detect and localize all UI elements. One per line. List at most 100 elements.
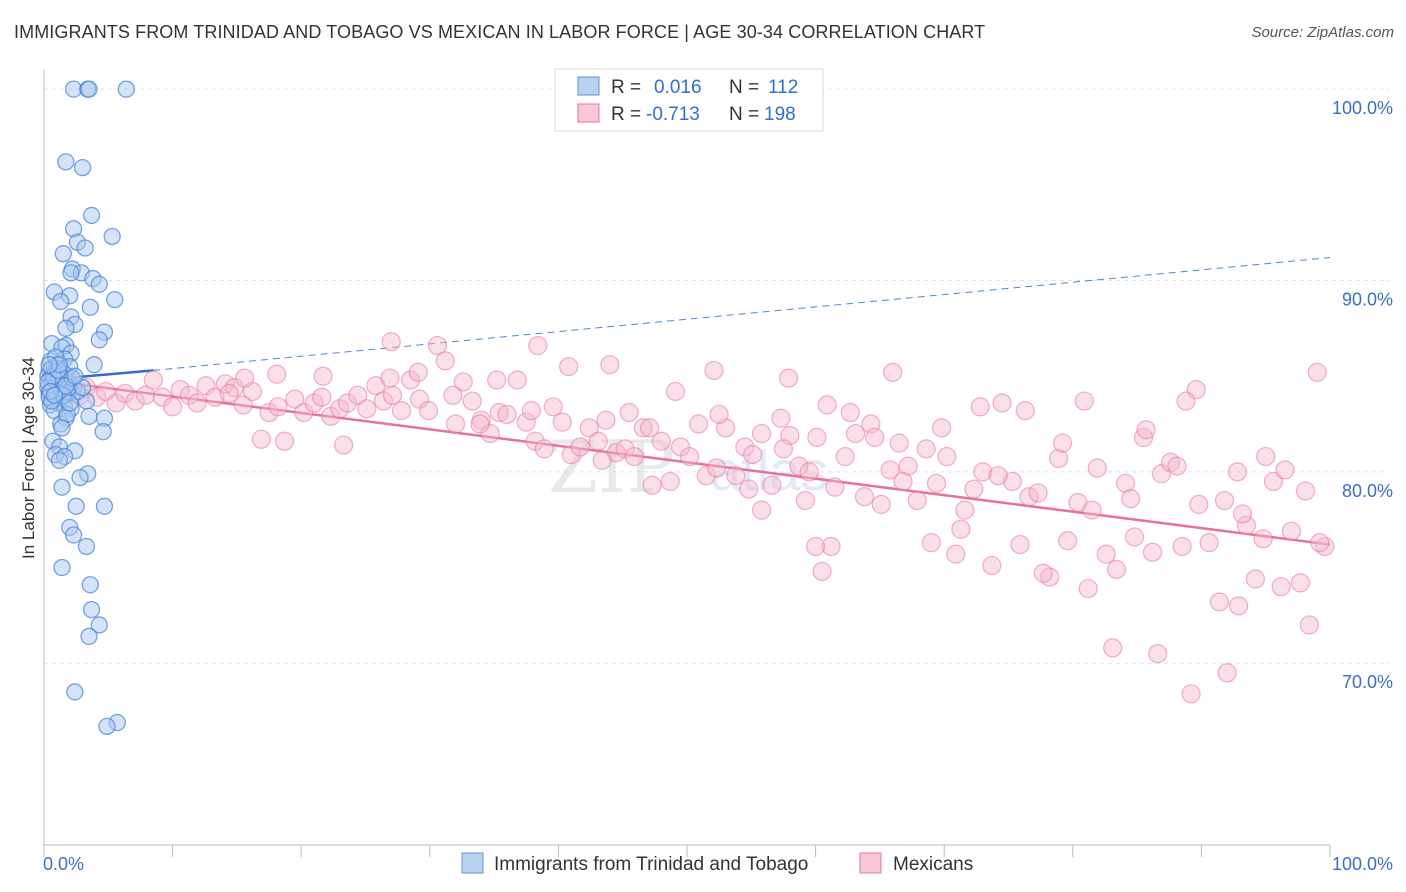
watermark-atlas: atlas bbox=[710, 439, 828, 502]
point-mexicans bbox=[946, 544, 966, 564]
watermark-zip: ZIP bbox=[548, 425, 675, 509]
point-mexicans bbox=[179, 385, 199, 405]
point-trinidad bbox=[64, 526, 83, 544]
point-mexicans bbox=[1172, 536, 1192, 557]
point-mexicans bbox=[143, 370, 163, 390]
point-mexicans bbox=[921, 533, 941, 553]
y-axis-label: In Labor Force | Age 30-34 bbox=[19, 357, 38, 559]
point-mexicans bbox=[739, 479, 759, 499]
point-trinidad bbox=[82, 600, 101, 619]
point-mexicans bbox=[330, 399, 350, 419]
point-mexicans bbox=[633, 418, 653, 438]
point-mexicans bbox=[381, 332, 401, 352]
point-mexicans bbox=[294, 402, 314, 423]
point-mexicans bbox=[640, 418, 660, 438]
point-mexicans bbox=[619, 402, 639, 423]
point-trinidad bbox=[90, 275, 108, 293]
point-mexicans bbox=[1058, 531, 1078, 551]
point-mexicans bbox=[1290, 573, 1311, 593]
point-mexicans bbox=[285, 389, 305, 409]
point-trinidad bbox=[82, 206, 101, 225]
point-mexicans bbox=[679, 446, 700, 467]
point-mexicans bbox=[1209, 592, 1230, 612]
point-trinidad bbox=[53, 478, 71, 496]
point-trinidad bbox=[103, 227, 121, 246]
bottom-legend-label-pink: Mexicans bbox=[893, 854, 973, 875]
point-mexicans bbox=[1214, 490, 1235, 511]
point-mexicans bbox=[592, 450, 612, 470]
source-label: Source: ZipAtlas.com bbox=[1251, 24, 1394, 41]
point-trinidad bbox=[94, 423, 112, 441]
point-mexicans bbox=[704, 360, 724, 381]
gridlines bbox=[44, 88, 1390, 664]
point-mexicans bbox=[1033, 563, 1053, 583]
x-tick-label-max: 100.0% bbox=[1332, 854, 1393, 874]
legend-r-label-1: R = bbox=[611, 77, 641, 98]
point-mexicans bbox=[235, 368, 255, 388]
chart-title: IMMIGRANTS FROM TRINIDAD AND TOBAGO VS M… bbox=[14, 22, 986, 42]
point-trinidad bbox=[61, 394, 79, 412]
point-mexicans bbox=[1295, 481, 1316, 501]
legend-r-value-1: 0.016 bbox=[654, 77, 702, 98]
legend-swatch-pink bbox=[577, 103, 600, 123]
point-mexicans bbox=[926, 473, 947, 493]
point-trinidad bbox=[80, 80, 98, 98]
point-trinidad bbox=[81, 298, 99, 316]
point-mexicans bbox=[1181, 684, 1201, 704]
point-mexicans bbox=[274, 431, 295, 451]
point-mexicans bbox=[427, 335, 448, 356]
legend-n-label-1: N = bbox=[729, 77, 759, 98]
point-mexicans bbox=[1082, 500, 1102, 520]
point-trinidad bbox=[52, 292, 70, 311]
point-mexicans bbox=[964, 479, 984, 499]
y-tick-label: 100.0% bbox=[1332, 98, 1393, 118]
point-mexicans bbox=[817, 395, 837, 415]
point-mexicans bbox=[883, 362, 903, 382]
point-mexicans bbox=[596, 410, 616, 430]
point-mexicans bbox=[1245, 569, 1266, 589]
point-mexicans bbox=[1002, 471, 1022, 492]
point-trinidad bbox=[67, 497, 85, 515]
point-mexicans bbox=[1310, 533, 1330, 553]
point-mexicans bbox=[778, 368, 799, 388]
point-mexicans bbox=[400, 370, 421, 390]
point-mexicans bbox=[726, 466, 746, 486]
point-mexicans bbox=[845, 423, 866, 444]
x-ticks bbox=[43, 845, 1331, 857]
point-mexicans bbox=[357, 399, 377, 419]
point-mexicans bbox=[1281, 521, 1302, 541]
point-mexicans bbox=[1253, 529, 1273, 549]
point-mexicans bbox=[1133, 427, 1154, 448]
point-mexicans bbox=[742, 445, 763, 465]
point-mexicans bbox=[348, 385, 368, 405]
point-trinidad bbox=[85, 356, 103, 374]
point-mexicans bbox=[507, 370, 527, 390]
point-mexicans bbox=[408, 362, 428, 382]
point-trinidad bbox=[45, 386, 63, 404]
point-mexicans bbox=[951, 519, 971, 539]
point-mexicans bbox=[1199, 533, 1219, 553]
trend-line-mexicans bbox=[43, 378, 1331, 546]
point-mexicans bbox=[552, 412, 572, 432]
point-mexicans bbox=[660, 471, 680, 492]
point-mexicans bbox=[312, 387, 332, 407]
point-mexicans bbox=[152, 387, 172, 407]
point-trinidad bbox=[53, 419, 71, 437]
point-mexicans bbox=[799, 462, 819, 482]
point-mexicans bbox=[1299, 615, 1320, 635]
point-mexicans bbox=[489, 402, 509, 423]
point-mexicans bbox=[1049, 448, 1069, 469]
point-mexicans bbox=[807, 427, 827, 448]
point-mexicans bbox=[1176, 391, 1196, 411]
point-trinidad bbox=[57, 319, 75, 337]
point-mexicans bbox=[187, 393, 207, 413]
point-mexicans bbox=[932, 418, 952, 438]
point-trinidad bbox=[80, 627, 98, 646]
point-mexicans bbox=[642, 475, 662, 495]
point-mexicans bbox=[528, 335, 548, 356]
point-trinidad bbox=[54, 245, 72, 263]
point-mexicans bbox=[751, 500, 772, 520]
point-trinidad bbox=[40, 356, 58, 374]
point-trinidad bbox=[106, 290, 124, 309]
point-mexicans bbox=[1142, 542, 1163, 562]
